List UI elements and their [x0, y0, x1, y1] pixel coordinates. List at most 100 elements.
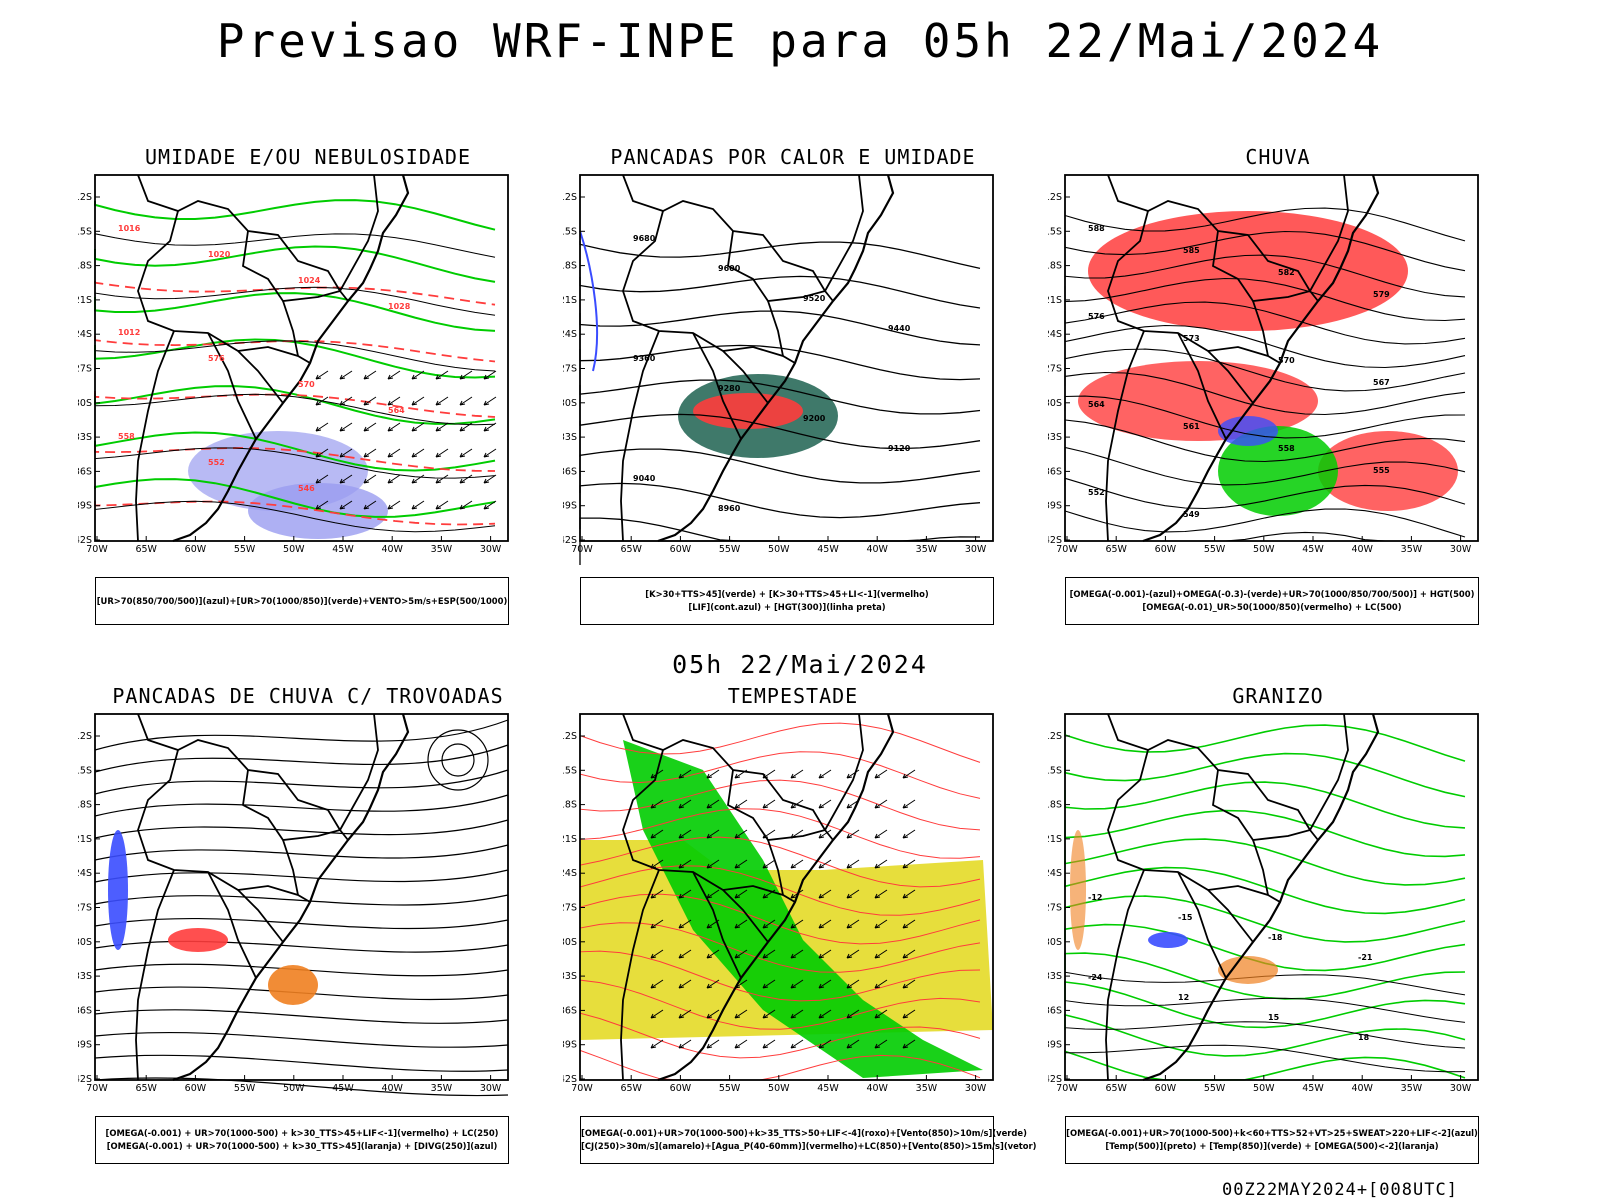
panel-chuva: CHUVA 12S 15S 18S 21S 24S 27S 30S 33S 36S 39S 42S7… [1048, 145, 1508, 625]
wind-vector [387, 422, 401, 432]
contour-label: 570 [1278, 356, 1295, 365]
streamline [94, 894, 509, 906]
wind-vector [459, 500, 473, 510]
wind-vector [846, 889, 860, 899]
hgt300-contour [579, 310, 981, 346]
pressure-contour [94, 500, 496, 533]
lat-label: 24S [563, 329, 577, 340]
wind-vector [339, 396, 353, 406]
wind-vector [874, 829, 888, 839]
coastline [657, 713, 895, 1082]
lat-label: 30S [1048, 937, 1062, 948]
wind-vector [411, 448, 425, 458]
hgt300-contour [579, 413, 981, 450]
lat-label: 33S [78, 971, 92, 982]
lat-label: 33S [1048, 971, 1062, 982]
panel-tempestade: TEMPESTADE 12S 15S 18S 21S 24S 27S 30S 33S 36S 39… [563, 684, 1037, 1164]
wind-vector [762, 949, 776, 959]
hgt500-contour [1064, 348, 1466, 392]
wind-vector [734, 919, 748, 929]
map-trovoadas: 12S 15S 18S 21S 24S 27S 30S 33S 36S 39S 42S70W 65W 6… [78, 713, 509, 1097]
lon-label: 50W [768, 544, 790, 555]
panel-title: TEMPESTADE [727, 684, 859, 708]
streamline [94, 819, 509, 839]
contour-label: 576 [208, 354, 225, 363]
wind-vector [339, 422, 353, 432]
wind-vector [435, 500, 449, 510]
lat-label: 12S [563, 192, 577, 203]
wind-vector [678, 919, 692, 929]
pressure-contour [94, 286, 496, 316]
contour-label: 1024 [298, 276, 321, 285]
wind-vector [339, 448, 353, 458]
lon-label: 65W [1105, 1083, 1127, 1094]
wind-vector [706, 1039, 720, 1049]
wind-vector [818, 769, 832, 779]
country-border [622, 174, 826, 292]
lon-label: 45W [817, 1083, 839, 1094]
country-border [1107, 713, 1311, 831]
contour-label: 1012 [118, 328, 140, 337]
lat-label: 21S [1048, 834, 1062, 845]
wind-vector [411, 422, 425, 432]
wind-vector [678, 949, 692, 959]
wind-vector [790, 1009, 804, 1019]
streamline [441, 743, 475, 777]
lon-label: 65W [135, 1083, 157, 1094]
panel-title: PANCADAS POR CALOR E UMIDADE [610, 145, 976, 169]
wind-vector [874, 889, 888, 899]
coastline [172, 174, 410, 543]
hgt300-contour [579, 344, 981, 381]
lon-label: 30W [480, 1083, 502, 1094]
omega500-area [1070, 830, 1086, 950]
wind-vector [818, 949, 832, 959]
lon-label: 50W [1253, 1083, 1275, 1094]
lat-label: 36S [78, 1005, 92, 1016]
lat-label: 18S [78, 800, 92, 811]
wind-vector [483, 422, 497, 432]
plot-frame [579, 174, 994, 542]
lat-label: 39S [563, 501, 577, 512]
wind-vector [790, 949, 804, 959]
lat-label: 21S [563, 834, 577, 845]
lon-label: 40W [866, 544, 888, 555]
wind-vector [678, 889, 692, 899]
thickness-contour [94, 391, 496, 418]
run-timestamp: 00Z22MAY2024+[008UTC] [1222, 1180, 1458, 1200]
lat-label: 18S [1048, 800, 1062, 811]
hail-area [1148, 932, 1188, 948]
lon-label: 30W [965, 544, 987, 555]
country-border [1107, 174, 1311, 292]
main-title: Previsao WRF-INPE para 05h 22/Mai/2024 [216, 14, 1384, 68]
lon-label: 65W [620, 1083, 642, 1094]
lon-label: 60W [1155, 1083, 1177, 1094]
pressure-contour [94, 340, 496, 372]
legend-line: [OMEGA(-0.001) + UR>70(1000-500) + k>30_… [106, 1141, 498, 1151]
country-border [135, 330, 175, 542]
wind-vector [874, 799, 888, 809]
wind-vector [678, 799, 692, 809]
contour-label: 558 [1278, 444, 1295, 453]
lat-label: 42S [78, 1074, 92, 1085]
contour-label: 9680 [633, 234, 656, 243]
country-border [135, 869, 175, 1081]
contour-label: -18 [1268, 933, 1283, 942]
contour-label: 9040 [633, 474, 656, 483]
contour-label: 9120 [888, 444, 911, 453]
hgt500-contour [1064, 446, 1466, 486]
lon-label: 60W [1155, 544, 1177, 555]
streamline [94, 1009, 509, 1024]
country-border [207, 332, 257, 440]
wind-vector [734, 829, 748, 839]
wind-vector [902, 919, 916, 929]
wind-vector [650, 1009, 664, 1019]
wind-vector [411, 370, 425, 380]
panel-pancadas-calor: PANCADAS POR CALOR E UMIDADE 12S 15S 18S 21… [563, 145, 1023, 625]
lon-label: 35W [431, 544, 453, 555]
country-border [1252, 839, 1269, 896]
legend-line: [OMEGA(-0.001) + UR>70(1000-500) + k>30_… [105, 1128, 499, 1138]
contour-label: 558 [118, 432, 135, 441]
country-border [137, 749, 284, 943]
temp850-contour [1064, 809, 1466, 858]
wind-vector [706, 829, 720, 839]
